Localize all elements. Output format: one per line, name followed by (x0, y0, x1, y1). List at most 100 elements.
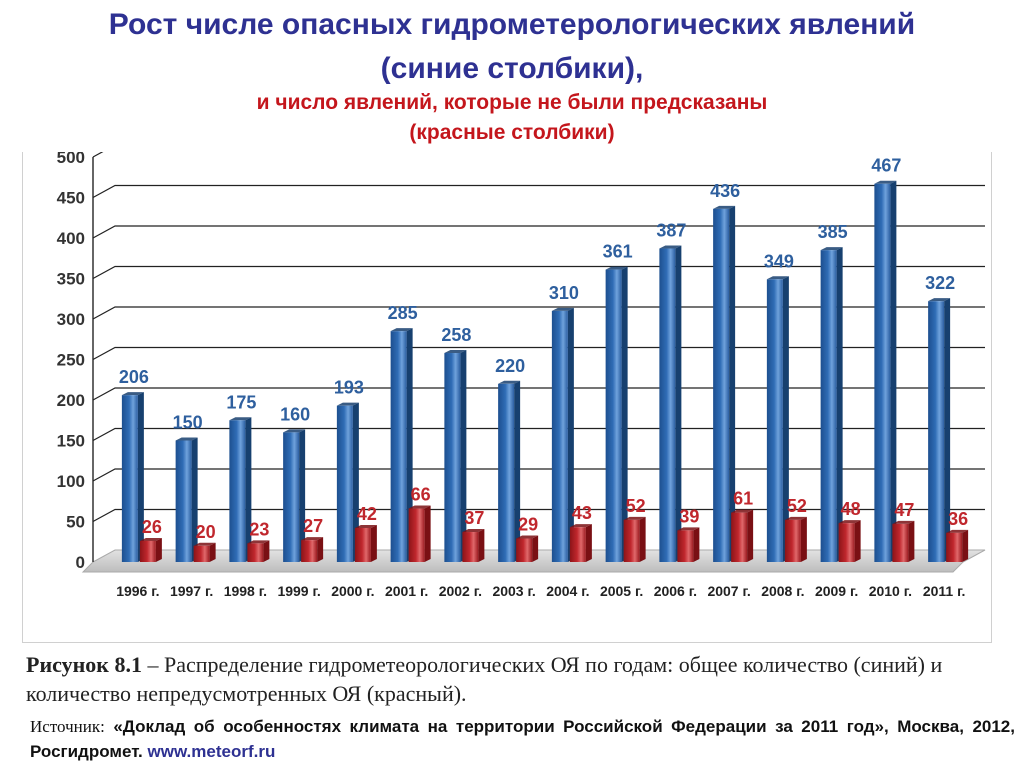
bar-red (623, 519, 640, 562)
bar-red-side (424, 505, 431, 562)
bar-blue-label: 467 (871, 156, 901, 176)
bar-blue-label: 258 (441, 325, 471, 345)
bar-blue-label: 385 (818, 222, 848, 242)
bar-blue (659, 248, 676, 562)
bar-red (354, 527, 371, 562)
bar-red-label: 27 (303, 516, 323, 536)
bar-red-label: 23 (249, 519, 269, 539)
gridline (92, 346, 985, 361)
bar-red-side (209, 542, 216, 562)
gridline (92, 306, 985, 320)
bar-red-label: 52 (787, 496, 807, 516)
y-tick-label: 100 (57, 472, 85, 491)
bar-red-side (854, 520, 861, 562)
x-tick-label: 1998 г. (224, 583, 267, 599)
source-note: Источник: «Доклад об особенностях климат… (30, 714, 1015, 764)
bar-blue-top (444, 350, 467, 354)
chart-title-line-2: (синие столбики), (380, 52, 644, 85)
bar-red-label: 52 (626, 496, 646, 516)
bar-blue-side (352, 402, 359, 562)
bar-red-top (892, 520, 915, 524)
bar-blue (766, 279, 783, 562)
bar-red-label: 29 (518, 515, 538, 535)
bar-red-top (516, 535, 539, 539)
x-tick-label: 1997 г. (170, 583, 213, 599)
bar-blue-label: 206 (119, 367, 149, 387)
bar-blue (336, 405, 353, 562)
x-tick-label: 1996 г. (116, 583, 159, 599)
bar-blue-side (782, 276, 789, 562)
bar-red-top (139, 537, 162, 541)
x-tick-label: 2011 г. (923, 583, 966, 599)
x-tick-label: 2006 г. (654, 583, 697, 599)
bar-blue-side (944, 298, 951, 562)
gridline (92, 265, 985, 280)
x-tick-label: 2002 г. (439, 583, 482, 599)
bar-red-label: 42 (357, 504, 377, 524)
bar-red-side (639, 516, 646, 562)
bar-red (677, 530, 694, 562)
bar-red-side (263, 540, 270, 562)
chart-subtitle-line-1: и число явлений, которые не были предска… (256, 91, 768, 114)
x-tick-label: 2009 г. (815, 583, 858, 599)
bar-red-label: 37 (464, 508, 484, 528)
bar-blue-label: 322 (925, 273, 955, 293)
bar-blue-top (766, 276, 789, 280)
bar-red (408, 508, 425, 562)
bar-blue-top (874, 180, 897, 184)
bar-red-label: 43 (572, 503, 592, 523)
y-tick-label: 400 (57, 229, 85, 248)
x-tick-label: 2004 г. (546, 583, 589, 599)
bar-red (946, 532, 963, 562)
bar-blue-side (890, 180, 897, 563)
bar-red-side (747, 509, 754, 562)
bar-red (569, 527, 586, 562)
caption-label: Рисунок 8.1 (26, 652, 142, 677)
title-block: Рост числе опасных гидрометерологических… (0, 0, 1024, 148)
bar-blue-label: 387 (656, 221, 686, 241)
bar-blue (874, 183, 891, 563)
bar-red-label: 36 (948, 509, 968, 529)
bar-red-label: 20 (196, 522, 216, 542)
bar-red-side (693, 527, 700, 562)
bar-red (892, 523, 909, 562)
y-tick-label: 50 (66, 513, 85, 532)
bar-blue-top (390, 328, 413, 332)
y-tick-label: 450 (57, 189, 85, 208)
source-link[interactable]: www.meteorf.ru (147, 742, 276, 761)
y-tick-label: 250 (57, 351, 85, 370)
bar-red (516, 538, 533, 562)
bar-red-top (462, 529, 485, 533)
bar-blue-top (498, 380, 521, 384)
bar-blue-label: 175 (226, 392, 256, 412)
y-tick-label: 300 (57, 310, 85, 329)
bar-blue-side (299, 429, 306, 562)
bar-blue (820, 250, 837, 562)
bar-red-side (532, 535, 539, 562)
bar-blue-top (283, 429, 306, 433)
bar-blue-top (659, 245, 682, 249)
bar-red (247, 543, 264, 562)
x-tick-label: 2010 г. (869, 583, 912, 599)
bar-red (784, 519, 801, 562)
chart-area: 0 50 100 150 200 250 300 350 400 450 500 206 26 1996 … (22, 152, 992, 643)
bar-red-side (908, 520, 915, 562)
bar-blue-side (729, 205, 736, 562)
x-tick-label: 2001 г. (385, 583, 428, 599)
bar-blue (605, 269, 622, 562)
bar-blue (928, 301, 945, 562)
bar-blue (175, 440, 192, 562)
gridline (92, 225, 985, 239)
bar-blue-side (836, 247, 843, 562)
bar-red-label: 26 (142, 517, 162, 537)
bar-red-top (569, 524, 592, 528)
bar-red-side (800, 516, 807, 562)
bar-chart: 0 50 100 150 200 250 300 350 400 450 500 206 26 1996 … (57, 152, 986, 599)
x-tick-label: 1999 г. (277, 583, 320, 599)
chart-title-line-1: Рост числе опасных гидрометерологических… (108, 8, 916, 41)
y-tick-label: 350 (57, 270, 85, 289)
y-tick-label: 150 (57, 432, 85, 451)
bar-red-side (478, 529, 485, 562)
bar-blue-side (514, 380, 521, 562)
bar-blue-top (820, 247, 843, 251)
